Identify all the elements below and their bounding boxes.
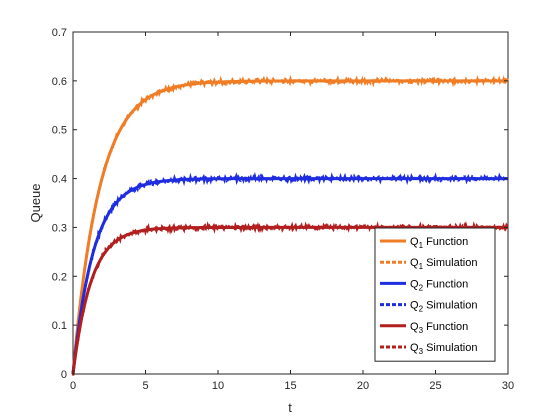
legend-name: Q — [410, 278, 419, 290]
y-axis-label: Queue — [28, 183, 43, 222]
series-line-2 — [71, 73, 510, 375]
legend-suffix: Function — [423, 321, 468, 333]
legend-name: Q — [410, 300, 419, 312]
legend-subscript: 2 — [419, 283, 424, 292]
x-tick-label: 30 — [502, 380, 514, 392]
x-tick-label: 15 — [284, 380, 296, 392]
series-line-4 — [71, 171, 509, 374]
y-tick-label: 0.7 — [52, 27, 67, 39]
legend-name: Q — [410, 342, 419, 354]
legend-suffix: Function — [423, 236, 468, 248]
series-line-6 — [71, 220, 509, 376]
y-tick-label: 0.1 — [52, 320, 67, 332]
legend-suffix: Function — [423, 278, 468, 290]
y-tick-label: 0.2 — [52, 271, 67, 283]
x-tick-label: 0 — [70, 380, 76, 392]
legend-suffix: Simulation — [423, 257, 477, 269]
legend-subscript: 1 — [419, 262, 424, 271]
legend-label-5: Q3 Function — [410, 321, 468, 335]
legend-label-1: Q1 Function — [410, 236, 468, 250]
legend-label-2: Q1 Simulation — [410, 257, 477, 271]
series-layer — [71, 73, 510, 376]
legend-subscript: 3 — [419, 347, 424, 356]
x-tick-label: 5 — [142, 380, 148, 392]
legend-label-4: Q2 Simulation — [410, 300, 477, 314]
legend-subscript: 1 — [419, 241, 424, 250]
legend-name: Q — [410, 321, 419, 333]
y-axis: 0 0.1 0.2 0.3 0.4 0.5 0.6 0.7 — [52, 27, 508, 381]
legend-box — [374, 227, 496, 362]
y-tick-label: 0 — [61, 369, 67, 381]
y-tick-label: 0.4 — [52, 174, 67, 186]
y-tick-label: 0.6 — [52, 76, 67, 88]
legend-suffix: Simulation — [423, 300, 477, 312]
x-axis: 0 5 10 15 20 25 30 — [70, 32, 514, 392]
legend-name: Q — [410, 236, 419, 248]
legend-label-6: Q3 Simulation — [410, 342, 477, 356]
legend-subscript: 3 — [419, 326, 424, 335]
y-tick-label: 0.5 — [52, 125, 67, 137]
x-tick-label: 20 — [357, 380, 369, 392]
x-tick-label: 10 — [212, 380, 224, 392]
y-tick-label: 0.3 — [52, 222, 67, 234]
legend-label-3: Q2 Function — [410, 278, 468, 292]
legend-subscript: 2 — [419, 305, 424, 314]
legend-name: Q — [410, 257, 419, 269]
x-axis-label: t — [288, 400, 292, 415]
legend-suffix: Simulation — [423, 342, 477, 354]
x-tick-label: 25 — [429, 380, 441, 392]
